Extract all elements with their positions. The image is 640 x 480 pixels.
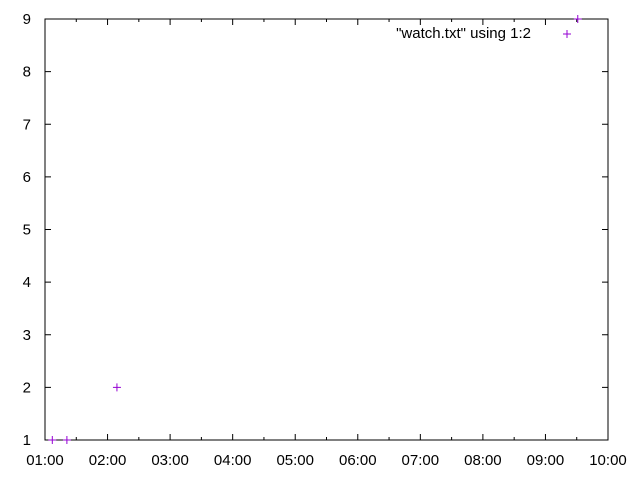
x-tick-label: 05:00: [276, 452, 314, 469]
y-tick-label: 2: [23, 379, 31, 396]
legend: "watch.txt" using 1:2: [396, 25, 571, 42]
x-axis: 01:00 02:00 03:00 04:00 05:00 06:00 07:00 08:00…: [26, 19, 627, 469]
x-tick-label: 03:00: [151, 452, 189, 469]
y-tick-label: 4: [23, 274, 31, 291]
y-tick-label: 8: [23, 64, 31, 81]
legend-label: "watch.txt" using 1:2: [396, 25, 531, 42]
x-tick-label: 09:00: [527, 452, 565, 469]
x-tick-label: 10:00: [589, 452, 627, 469]
y-tick-label: 3: [23, 327, 31, 344]
data-point: [62, 436, 71, 444]
series-group: [48, 15, 582, 444]
y-tick-label: 5: [23, 222, 31, 239]
data-point: [48, 436, 57, 444]
y-tick-label: 9: [23, 11, 31, 28]
data-point: [112, 383, 121, 392]
plot-frame: [44, 18, 609, 441]
x-tick-label: 07:00: [402, 452, 440, 469]
legend-marker: [563, 30, 571, 38]
y-axis: 1 2 3 4 5 6 7 8 9: [23, 11, 608, 449]
data-point: [573, 15, 582, 23]
x-tick-label: 04:00: [214, 452, 252, 469]
x-tick-label: 01:00: [26, 452, 64, 469]
y-tick-label: 1: [23, 432, 31, 449]
x-tick-label: 08:00: [464, 452, 502, 469]
x-tick-label: 06:00: [339, 452, 377, 469]
y-tick-label: 6: [23, 169, 31, 186]
y-tick-label: 7: [23, 116, 31, 133]
x-tick-label: 02:00: [89, 452, 127, 469]
